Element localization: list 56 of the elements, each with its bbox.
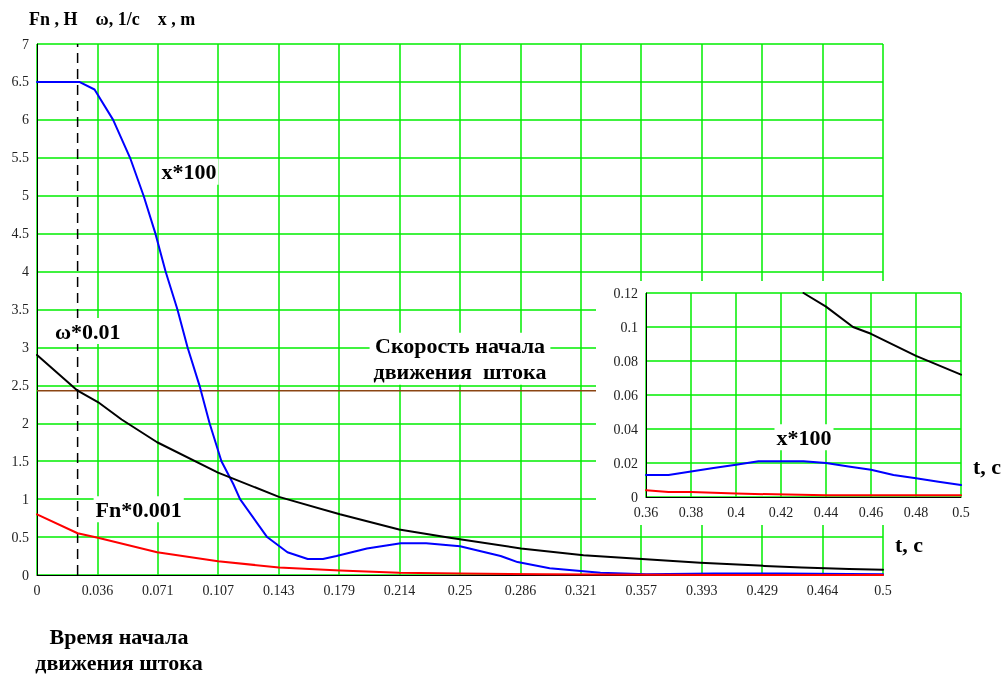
y-tick-label: 7 [22,36,29,52]
annotation: x*100 [161,159,217,185]
y-tick-label: 2 [22,415,29,431]
y-tick-label: 0.04 [613,421,638,437]
y-tick-label: 0.12 [613,285,638,301]
annotation: x*100 [776,424,832,450]
x-axis-title: t, c [973,453,1002,479]
y-axis-title: Fn , H ω, 1/c x , m [29,9,196,29]
x-tick-label: 0.5 [952,504,970,520]
x-tick-label: 0.42 [768,504,794,520]
x-tick-label: 0.429 [746,582,778,598]
x-tick-label: 0.071 [142,582,174,598]
y-tick-label: 0.5 [11,529,29,545]
x-tick-label: 0.393 [686,582,718,598]
y-tick-label: 3.5 [11,302,29,317]
y-tick-label: 1.5 [11,453,29,469]
x-tick-label: 0.107 [202,582,234,598]
x-tick-label: 0.36 [633,504,659,520]
x-tick-label: 0.25 [447,582,473,598]
annotation: ω*0.01 [55,318,121,344]
y-tick-label: 0.1 [620,319,638,335]
x-tick-label: 0 [33,582,41,598]
y-tick-label: 0 [22,567,29,583]
ref-line-label: Скорость начала движения штока [373,333,547,385]
y-tick-label: 6.5 [11,74,29,90]
y-tick-label: 4.5 [11,226,29,242]
x-tick-label: 0.286 [504,582,537,598]
y-tick-label: 6 [22,112,29,128]
y-tick-label: 0.08 [613,353,638,369]
x-tick-label: 0.036 [81,582,114,598]
x-tick-label: 0.46 [858,504,884,520]
y-tick-label: 5.5 [11,150,29,166]
y-tick-label: 0 [631,489,638,505]
x-tick-label: 0.357 [625,582,657,598]
x-tick-label: 0.321 [565,582,597,598]
ref-line-label: Время начала движения штока [35,623,203,675]
y-tick-label: 0.02 [613,455,638,471]
annotation: Fn*0.001 [95,496,182,522]
x-tick-label: 0.143 [263,582,295,598]
y-tick-label: 0.06 [613,387,638,403]
x-tick-label: 0.5 [874,582,892,598]
x-axis-title: t, c [895,531,924,557]
x-tick-label: 0.214 [383,582,416,598]
y-tick-label: 3 [22,339,29,355]
x-tick-label: 0.179 [323,582,355,598]
y-tick-label: 1 [22,491,29,507]
line-series [645,460,962,487]
line-series [802,292,962,376]
x-tick-label: 0.464 [806,582,839,598]
y-tick-label: 5 [22,188,29,204]
x-tick-label: 0.38 [678,504,704,520]
y-tick-label: 4 [22,264,29,280]
y-tick-label: 2.5 [11,377,29,393]
x-tick-label: 0.4 [727,504,745,520]
x-tick-label: 0.48 [903,504,929,520]
x-tick-label: 0.44 [813,504,839,520]
